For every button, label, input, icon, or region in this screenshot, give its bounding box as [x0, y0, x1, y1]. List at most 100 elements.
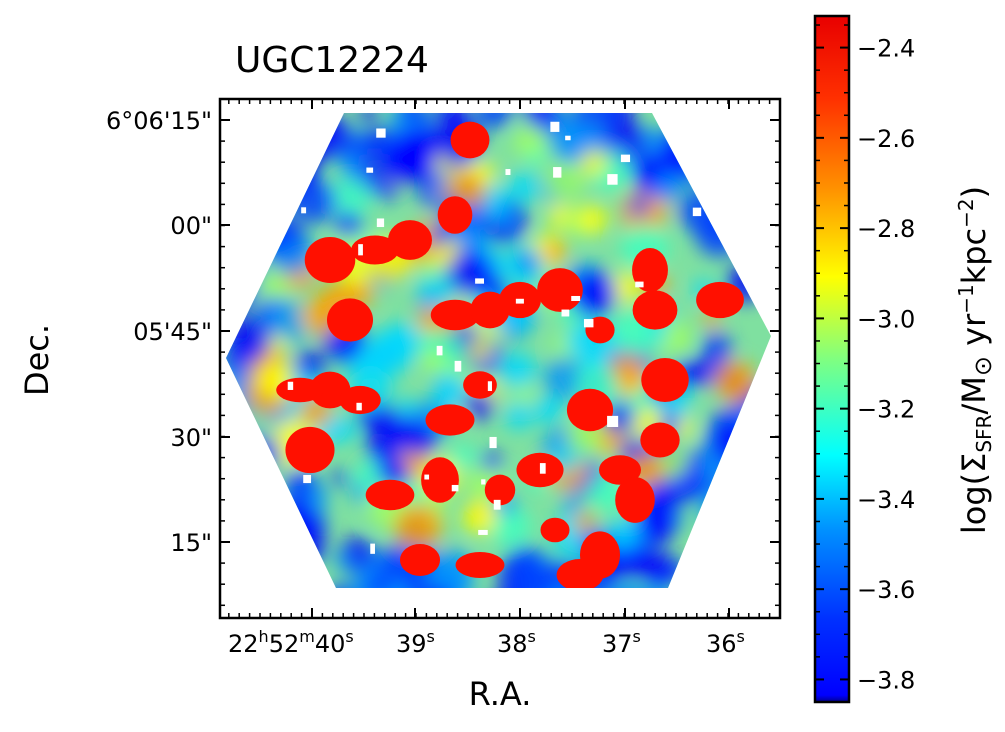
sfr-clump [579, 531, 621, 579]
sfr-clump [615, 477, 655, 523]
sfr-clump [598, 455, 642, 485]
heatmap-cell [248, 515, 269, 536]
heatmap-cell [226, 421, 252, 450]
colorbar [813, 14, 851, 704]
y-tick-label: 00" [170, 212, 212, 240]
sfr-clump [632, 290, 678, 330]
heatmap-cell [744, 491, 763, 509]
masked-pixel [370, 543, 375, 554]
heatmap-cell [676, 117, 723, 164]
heatmap-cell [667, 561, 688, 581]
heatmap-cell [359, 113, 379, 123]
colorbar-tick-label: −3.4 [857, 486, 915, 514]
heatmap-cell [735, 460, 771, 498]
heatmap-cell [226, 573, 264, 588]
heatmap-cell [269, 497, 317, 546]
heatmap-cell [497, 210, 517, 229]
heatmap-cell [246, 133, 276, 164]
heatmap-cell [508, 562, 555, 588]
heatmap-cell [226, 153, 250, 193]
heatmap-cell [746, 449, 768, 471]
heatmap-cell [432, 567, 473, 588]
heatmap-cell [226, 466, 252, 512]
masked-pixel [493, 499, 501, 510]
heatmap-cell [725, 185, 766, 226]
heatmap-cores [276, 115, 768, 588]
heatmap-cell [717, 185, 757, 226]
heatmap-cell [396, 397, 416, 417]
heatmap-cell [686, 158, 710, 182]
heatmap-cell [602, 585, 639, 588]
heatmap-cell [577, 204, 608, 235]
heatmap-cell [319, 118, 337, 136]
masked-pixel [505, 169, 511, 175]
heatmap-cell [699, 491, 739, 530]
masked-pixel [376, 128, 386, 138]
heatmap-cell [226, 276, 256, 309]
heatmap-cell [740, 222, 771, 259]
heatmap-cell [720, 135, 738, 154]
sfr-clump [304, 237, 356, 283]
heatmap-cell [418, 257, 440, 278]
y-tick-label: 6°06'15" [106, 107, 212, 135]
heatmap-cell [256, 564, 279, 588]
heatmap-cell [561, 495, 582, 515]
masked-pixel [635, 281, 644, 288]
heatmap-cell [251, 167, 274, 189]
heatmap-cell [683, 113, 714, 138]
heatmap-cell [226, 541, 252, 587]
x-tick-label: 38s [497, 627, 536, 658]
colorbar-tick-labels: −2.4 −2.6 −2.8 −3.0 −3.2 −3.4 −3.6 −3.8 [857, 35, 915, 695]
heatmap-cell [537, 395, 564, 422]
heatmap-cell [232, 521, 250, 539]
masked-pixel [607, 415, 619, 427]
heatmap-cell [735, 572, 770, 588]
frame-ticks [220, 99, 781, 618]
masked-pixel [539, 463, 546, 474]
heatmap-cell [653, 171, 684, 202]
colorbar-tick-label: −3.2 [857, 396, 915, 424]
sfr-clump [696, 281, 744, 319]
sfr-clump [339, 385, 381, 415]
heatmap-cell [334, 210, 363, 239]
x-tick-label: 39s [396, 627, 435, 658]
heatmap-cell [414, 586, 456, 588]
heatmap-cell [733, 113, 756, 135]
heatmap-cell [266, 219, 295, 249]
heatmap-cell [226, 458, 252, 493]
heatmap-cell [265, 553, 311, 588]
chart-title: UGC12224 [235, 40, 429, 81]
heatmap-cell [226, 516, 246, 552]
x-tick-label: 36s [706, 627, 745, 658]
masked-pixel [730, 128, 740, 140]
heatmap-cell [648, 563, 671, 586]
masked-pixel [561, 309, 570, 317]
heatmap-cell [451, 444, 476, 469]
sfr-clump [365, 479, 415, 511]
heatmap-cell [226, 281, 243, 315]
heatmap-image [226, 113, 771, 615]
heatmap-cell [675, 146, 705, 176]
heatmap-cell [239, 576, 256, 588]
sfr-clump [387, 220, 433, 260]
sfr-clump [450, 121, 490, 159]
sfr-clump [540, 517, 570, 543]
sfr-clump [421, 457, 459, 503]
masked-pixel [515, 298, 524, 304]
masked-pixel [489, 436, 497, 449]
heatmap-cell [714, 360, 757, 404]
heatmap-cell [332, 469, 349, 487]
y-tick-label: 30" [170, 424, 212, 452]
heatmap-cell [499, 588, 526, 615]
colorbar-tick-label: −3.6 [857, 576, 915, 604]
heatmap-cell [731, 550, 757, 576]
masked-pixel [487, 381, 492, 392]
masked-pixel [301, 207, 307, 214]
sfr-clump [285, 426, 335, 474]
masked-pixel [738, 115, 745, 124]
masked-pixel [358, 244, 363, 256]
masked-pixel [481, 479, 486, 485]
heatmap-cell [226, 494, 244, 529]
masked-pixel [303, 474, 312, 484]
heatmap-cell [393, 502, 442, 551]
